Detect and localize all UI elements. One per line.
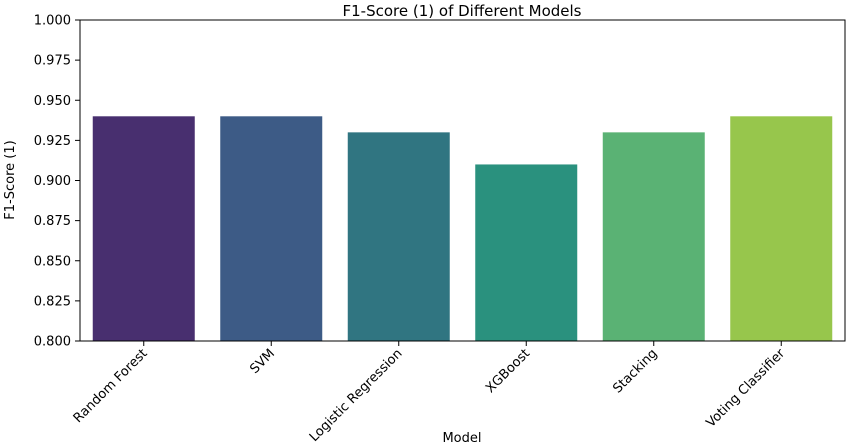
y-tick-label: 0.800 — [34, 335, 71, 350]
x-tick-label: XGBoost — [483, 346, 533, 396]
bar-voting-classifier — [730, 116, 833, 341]
y-tick-label: 0.875 — [34, 214, 71, 229]
bar-logistic-regression — [347, 132, 450, 341]
plot-frame — [79, 19, 846, 342]
x-tick-label: Voting Classifier — [704, 346, 789, 431]
x-tick-label: Random Forest — [71, 346, 151, 426]
y-tick-label: 0.825 — [34, 294, 71, 309]
chart-title: F1-Score (1) of Different Models — [343, 2, 582, 20]
bar-random-forest — [92, 116, 195, 341]
y-tick-label: 0.850 — [34, 254, 71, 269]
bars — [92, 116, 833, 341]
y-axis-ticks: 0.800 0.825 0.850 0.875 0.900 0.925 0.950 0.975… — [34, 14, 80, 350]
y-tick-label: 0.975 — [34, 54, 71, 69]
bar-stacking — [602, 132, 705, 341]
x-tick-label: Stacking — [610, 346, 660, 396]
y-tick-label: 1.000 — [34, 14, 71, 29]
bar-xgboost — [475, 164, 578, 341]
y-tick-label: 0.925 — [34, 134, 71, 149]
x-tick-label: SVM — [247, 346, 278, 377]
x-axis-title: Model — [442, 431, 481, 446]
x-tick-label: Logistic Regression — [307, 346, 406, 445]
y-tick-label: 0.950 — [34, 94, 71, 109]
bar-svm — [220, 116, 323, 341]
y-tick-label: 0.900 — [34, 174, 71, 189]
x-axis-ticks: Random Forest SVM Logistic Regression XGBoo… — [71, 341, 789, 445]
y-axis-title: F1-Score (1) — [3, 140, 18, 219]
